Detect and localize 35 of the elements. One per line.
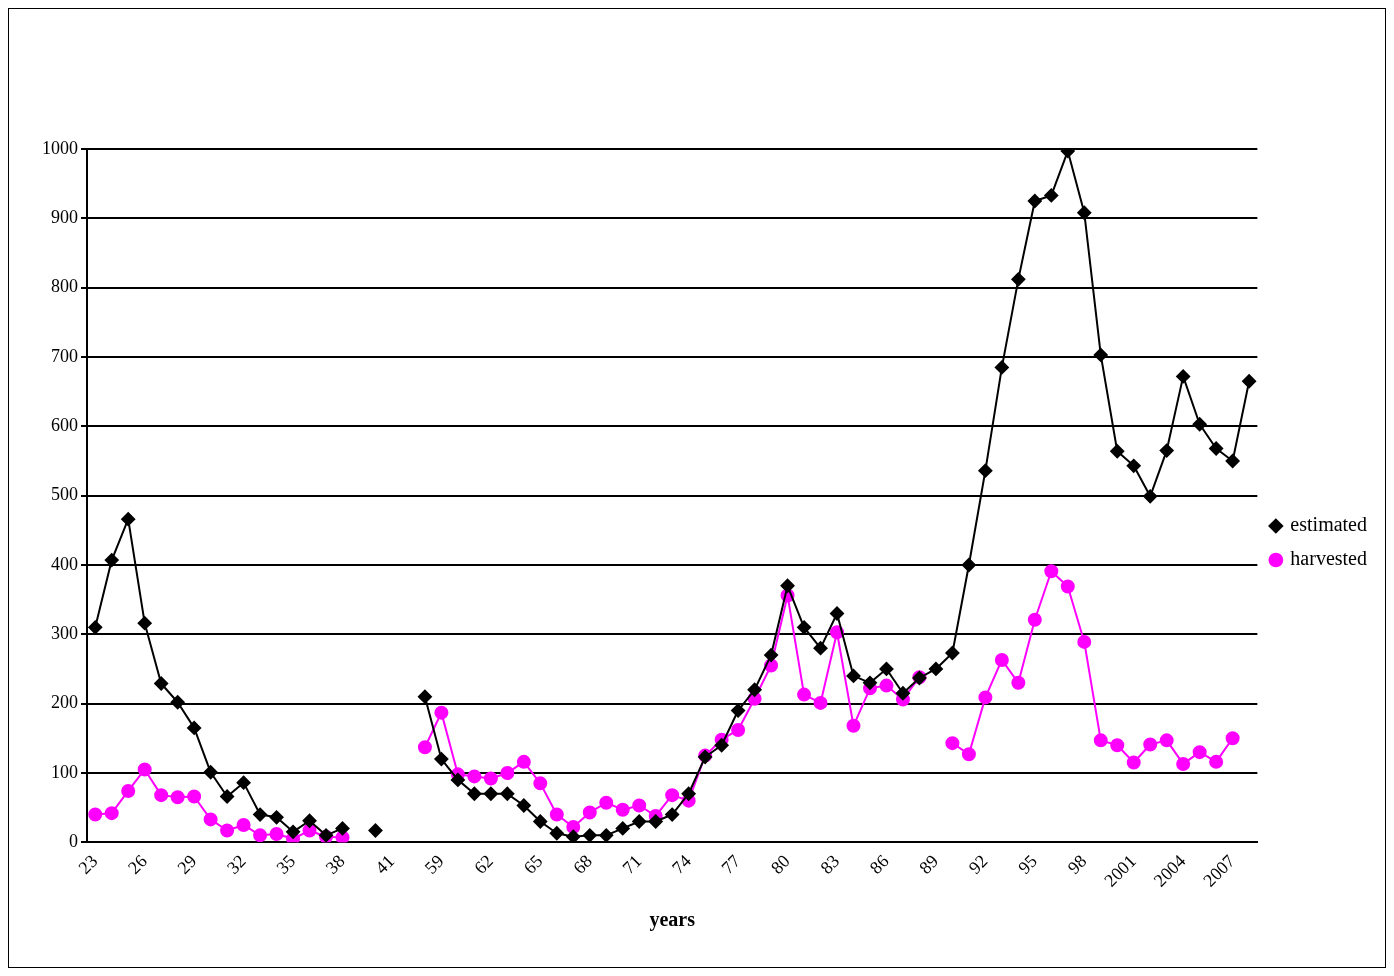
x-axis-title: years xyxy=(649,908,696,932)
x-tick-label: 59 xyxy=(420,850,448,878)
x-tick-label: 26 xyxy=(124,850,151,878)
x-tick-label: 80 xyxy=(766,850,794,878)
y-tick-label: 600 xyxy=(51,415,78,436)
x-tick-label: 77 xyxy=(717,850,745,878)
y-tick-label: 200 xyxy=(51,692,78,713)
y-tick-label: 300 xyxy=(51,623,78,644)
x-tick-label: 41 xyxy=(371,850,399,878)
x-tick-label: 29 xyxy=(173,850,201,878)
x-tick-label: 83 xyxy=(816,850,844,878)
y-tick-label: 400 xyxy=(51,553,78,574)
x-tick-label: 89 xyxy=(915,850,943,878)
x-tick-label: 62 xyxy=(470,850,498,878)
y-tick-label: 500 xyxy=(51,484,78,505)
y-tick-label: 0 xyxy=(69,831,78,852)
x-tick-label: 98 xyxy=(1063,850,1091,878)
legend-label: estimated xyxy=(1290,513,1367,536)
x-tick-label: 23 xyxy=(74,850,102,878)
y-tick-label: 100 xyxy=(51,761,78,782)
y-tick-label: 700 xyxy=(51,345,78,366)
x-tick-label: 86 xyxy=(865,850,893,878)
x-tick-label: 68 xyxy=(569,850,596,878)
x-tick-label: 71 xyxy=(618,850,646,878)
y-tick-label: 900 xyxy=(51,207,78,228)
x-tick-label: 92 xyxy=(964,850,992,878)
x-tick-label: 74 xyxy=(667,850,695,878)
x-tick-label: 35 xyxy=(272,850,300,878)
legend-label: harvested xyxy=(1290,547,1367,570)
x-tick-label: 32 xyxy=(222,850,250,878)
x-tick-label: 95 xyxy=(1014,850,1041,878)
x-tick-label: 65 xyxy=(519,850,547,878)
x-tick-label: 38 xyxy=(321,850,349,878)
y-tick-label: 800 xyxy=(51,276,78,297)
y-tick-label: 1000 xyxy=(42,137,78,158)
